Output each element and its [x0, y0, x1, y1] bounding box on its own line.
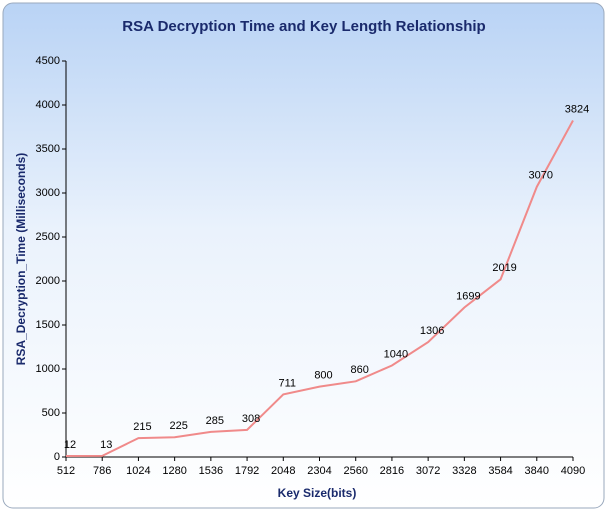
y-tick-label: 1500	[36, 319, 60, 331]
data-label: 225	[169, 420, 187, 432]
data-label: 12	[64, 439, 76, 451]
data-label: 285	[206, 415, 224, 427]
y-tick-label: 2500	[36, 231, 60, 243]
data-label: 711	[279, 377, 297, 389]
x-tick-label: 2816	[380, 465, 404, 477]
y-tick-label: 2000	[36, 275, 60, 287]
y-axis-title: RSA_Decryption_Time (Milliseconds)	[14, 153, 28, 366]
y-tick-label: 3000	[36, 187, 60, 199]
data-label: 1306	[420, 325, 444, 337]
y-tick-label: 1000	[36, 363, 60, 375]
data-label: 860	[351, 364, 369, 376]
x-tick-label: 2048	[271, 465, 295, 477]
x-tick-label: 3840	[525, 465, 549, 477]
y-tick-label: 0	[54, 451, 60, 463]
data-label: 1040	[384, 348, 408, 360]
x-tick-label: 3072	[416, 465, 440, 477]
line-series	[65, 120, 574, 457]
y-tick-label: 3500	[36, 143, 60, 155]
x-tick-label: 1280	[162, 465, 186, 477]
y-tick-label: 4500	[36, 55, 60, 67]
x-tick-label: 3584	[488, 465, 512, 477]
x-tick-label: 1792	[235, 465, 259, 477]
data-label: 1699	[456, 290, 480, 302]
chart-title: RSA Decryption Time and Key Length Relat…	[122, 18, 485, 35]
x-tick-label: 2560	[343, 465, 367, 477]
data-label: 215	[133, 421, 151, 433]
data-label: 2019	[492, 262, 516, 274]
x-tick-label: 786	[93, 465, 111, 477]
data-label: 13	[100, 439, 112, 451]
x-tick-label: 4090	[561, 465, 585, 477]
y-tick-label: 500	[42, 407, 60, 419]
chart-frame	[2, 2, 605, 509]
x-tick-label: 2304	[307, 465, 331, 477]
data-label: 308	[242, 413, 260, 425]
x-tick-label: 1536	[199, 465, 223, 477]
data-label: 3824	[565, 103, 589, 115]
data-label: 3070	[529, 170, 553, 182]
x-tick-label: 512	[57, 465, 75, 477]
y-tick-label: 4000	[36, 99, 60, 111]
data-label: 800	[314, 370, 332, 382]
x-tick-label: 3328	[452, 465, 476, 477]
x-axis-title: Key Size(bits)	[278, 486, 357, 500]
x-tick-label: 1024	[126, 465, 150, 477]
